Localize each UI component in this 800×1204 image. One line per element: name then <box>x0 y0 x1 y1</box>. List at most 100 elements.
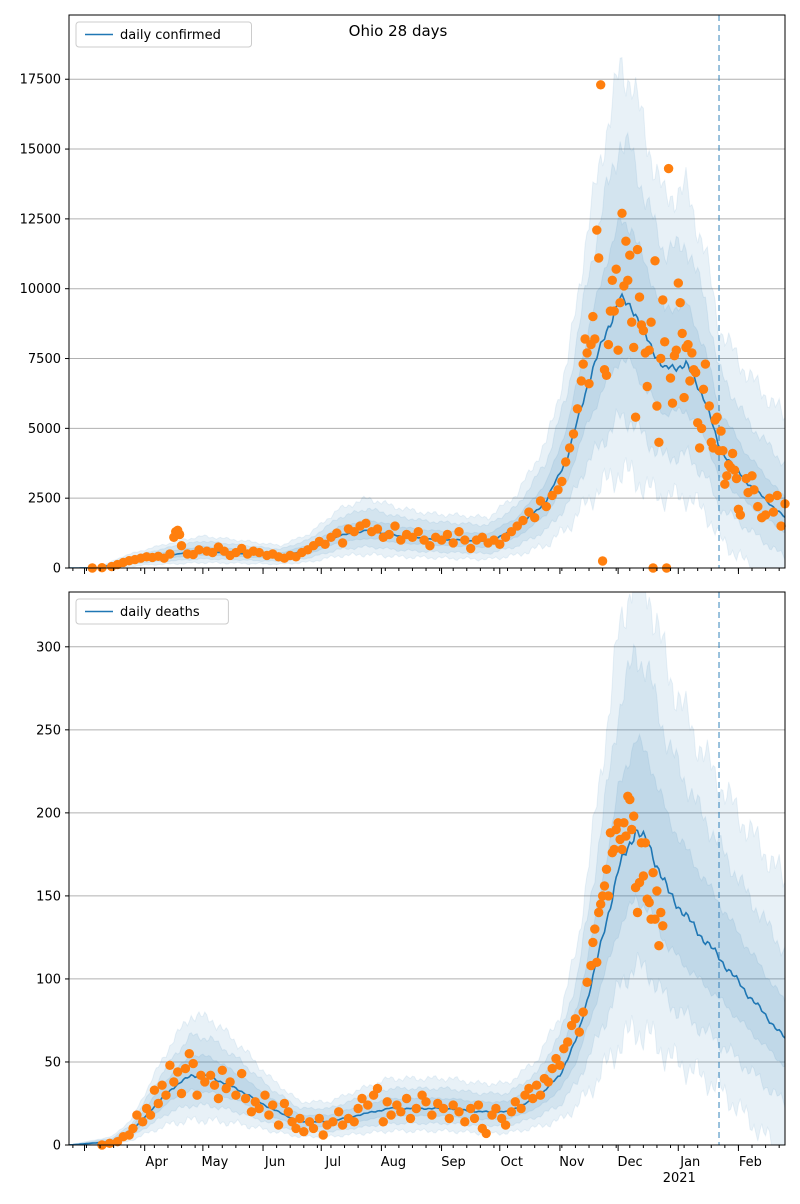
data-point <box>749 485 759 495</box>
data-point <box>396 535 406 545</box>
x-tick-label: Feb <box>739 1155 762 1170</box>
data-point <box>646 317 656 327</box>
y-tick-label: 50 <box>44 1055 61 1070</box>
data-point <box>630 412 641 422</box>
data-point <box>632 244 643 255</box>
data-point <box>603 891 614 901</box>
data-point <box>601 370 612 380</box>
data-point <box>138 1117 148 1127</box>
data-point <box>254 1103 264 1114</box>
data-point <box>629 811 639 821</box>
data-point <box>590 924 600 934</box>
data-point <box>132 1110 142 1120</box>
data-point <box>205 1070 216 1081</box>
data-point <box>363 1100 373 1110</box>
x-year-label: 2021 <box>663 1171 696 1186</box>
data-point <box>516 1103 526 1114</box>
data-point <box>601 864 612 874</box>
data-point <box>500 1120 511 1130</box>
data-point <box>153 1098 163 1109</box>
data-point <box>731 473 742 484</box>
data-point <box>460 535 470 545</box>
data-point <box>609 844 619 855</box>
data-point <box>237 543 247 554</box>
data-point <box>500 532 511 542</box>
data-point <box>524 507 534 517</box>
data-point <box>727 448 738 459</box>
data-point <box>378 1117 388 1127</box>
band-80 <box>69 131 785 568</box>
data-point <box>188 1058 198 1069</box>
data-point <box>563 1037 573 1047</box>
data-point <box>621 831 631 841</box>
data-point <box>320 539 330 549</box>
data-point <box>650 256 660 266</box>
data-point <box>460 1117 470 1127</box>
data-point <box>149 1085 160 1095</box>
data-point <box>469 1113 480 1124</box>
data-point <box>225 1077 235 1087</box>
data-point <box>157 1080 167 1090</box>
data-point <box>466 1103 476 1114</box>
data-point <box>407 532 418 542</box>
data-point <box>597 556 608 566</box>
data-point <box>528 1093 538 1104</box>
data-point <box>530 513 540 523</box>
data-point <box>561 457 571 467</box>
data-point <box>611 264 621 274</box>
data-point <box>260 1090 270 1100</box>
data-point <box>609 306 619 316</box>
data-point <box>217 1065 227 1076</box>
data-point <box>658 921 668 931</box>
data-point <box>524 1083 534 1094</box>
data-point <box>105 1138 115 1149</box>
data-point <box>176 541 187 551</box>
data-point <box>547 490 557 501</box>
data-point <box>590 334 600 344</box>
y-tick-label: 12500 <box>20 212 61 227</box>
data-point <box>553 485 563 495</box>
y-tick-label: 15000 <box>20 143 61 158</box>
data-point <box>448 1100 458 1110</box>
data-point <box>209 1080 220 1090</box>
data-point <box>648 868 658 878</box>
data-point <box>685 376 695 386</box>
x-tick-label: Apr <box>145 1155 168 1170</box>
data-point <box>596 80 606 90</box>
data-point <box>596 899 606 909</box>
data-point <box>145 1110 156 1120</box>
y-tick-label: 2500 <box>28 492 61 507</box>
data-point <box>642 381 652 392</box>
data-point <box>615 298 625 308</box>
x-tick-label: Jun <box>264 1155 285 1170</box>
data-point <box>658 295 668 305</box>
band-95 <box>69 592 785 1145</box>
deaths-panel: 0 50 100 150 200 250 300 Apr May Jun Jul Aug Sep Oct N… <box>36 591 786 1186</box>
data-point <box>192 1090 202 1100</box>
data-point <box>438 1103 449 1114</box>
data-point <box>625 250 635 260</box>
data-point <box>644 897 654 908</box>
data-point <box>165 1060 175 1071</box>
data-point <box>180 1063 191 1074</box>
data-point <box>390 521 400 531</box>
x-tick-label: Aug <box>381 1155 406 1170</box>
data-point <box>654 941 664 951</box>
data-point <box>691 367 701 378</box>
data-point <box>588 311 598 322</box>
data-point <box>634 292 645 302</box>
data-point <box>421 1097 431 1107</box>
data-point <box>720 479 730 489</box>
data-point <box>764 493 775 503</box>
data-point <box>240 1093 251 1104</box>
legend-box <box>75 21 252 48</box>
data-point <box>594 907 604 918</box>
data-point <box>663 163 674 174</box>
data-point <box>291 1123 301 1134</box>
data-point <box>314 1113 324 1124</box>
data-point <box>425 541 435 551</box>
data-point <box>506 1107 517 1117</box>
data-point <box>161 1090 171 1100</box>
data-point <box>687 348 697 358</box>
